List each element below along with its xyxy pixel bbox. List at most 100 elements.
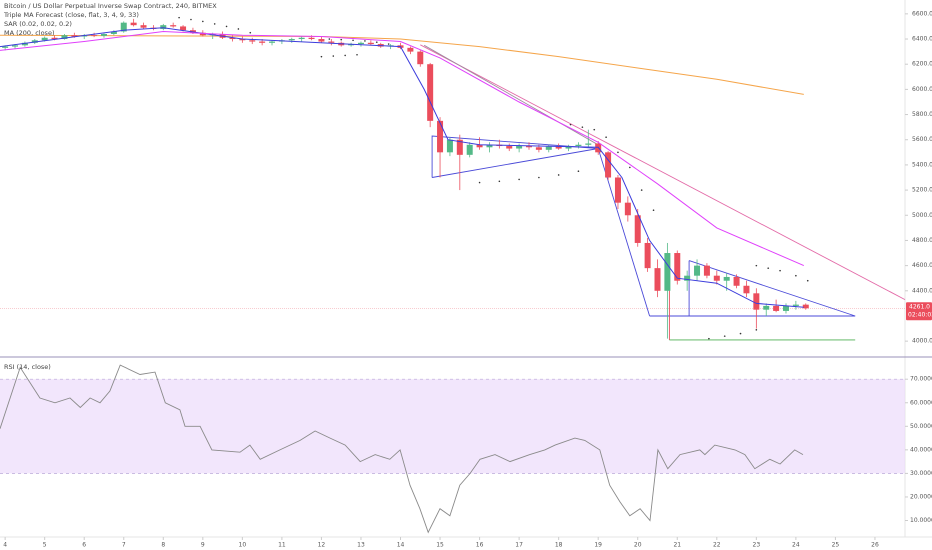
rsi-y-tick-label: 50.0000 bbox=[910, 423, 932, 430]
sar-dot bbox=[723, 335, 726, 337]
sar-dot bbox=[755, 329, 758, 331]
sar-dot bbox=[581, 126, 584, 128]
y-tick-label: 5000.0 bbox=[912, 212, 932, 219]
x-tick-label: 24 bbox=[792, 542, 800, 549]
x-tick-label: 6 bbox=[82, 542, 86, 549]
candle-body bbox=[802, 304, 809, 309]
sar-dot bbox=[605, 136, 607, 139]
candle-body bbox=[249, 40, 256, 42]
candle-body bbox=[229, 37, 236, 40]
legend-text: MA (200, close) bbox=[4, 29, 54, 37]
sar-dot bbox=[249, 31, 252, 34]
candle-body bbox=[100, 33, 107, 36]
sar-dot bbox=[190, 18, 192, 21]
candle-body bbox=[555, 146, 562, 149]
y-tick-label: 4400.0 bbox=[912, 287, 932, 294]
candle-body bbox=[318, 39, 325, 42]
y-tick-label: 5800.0 bbox=[912, 111, 932, 118]
sar-dot bbox=[795, 274, 797, 277]
sar-dot bbox=[593, 128, 596, 131]
x-tick-label: 12 bbox=[318, 542, 326, 549]
x-tick-label: 16 bbox=[476, 542, 484, 549]
sar-dot bbox=[779, 269, 781, 272]
drawing-line bbox=[420, 44, 906, 300]
x-tick-label: 19 bbox=[594, 542, 602, 549]
sar-dot bbox=[178, 16, 180, 19]
last-price-label: 4261.0 bbox=[909, 303, 930, 310]
x-tick-label: 23 bbox=[753, 542, 761, 549]
candle-body bbox=[120, 22, 127, 32]
x-tick-label: 5 bbox=[43, 542, 47, 549]
sar-dot bbox=[344, 54, 346, 57]
x-tick-label: 26 bbox=[871, 542, 879, 549]
rsi-y-tick-label: 20.0000 bbox=[910, 493, 932, 500]
rsi-y-tick-label: 60.0000 bbox=[910, 399, 932, 406]
candle-body bbox=[516, 146, 523, 149]
candle-body bbox=[545, 146, 552, 150]
candle-body bbox=[565, 146, 572, 149]
y-tick-label: 5600.0 bbox=[912, 136, 932, 143]
sar-dot bbox=[332, 55, 335, 57]
candle-body bbox=[160, 25, 167, 29]
y-tick-label: 6600.0 bbox=[912, 10, 932, 17]
sar-dot bbox=[629, 166, 631, 169]
countdown-label: 02:40:03 bbox=[908, 311, 932, 318]
x-tick-label: 21 bbox=[673, 542, 681, 549]
candle-body bbox=[298, 37, 305, 40]
sar-dot bbox=[577, 170, 580, 173]
sar-dot bbox=[364, 40, 366, 42]
x-tick-label: 10 bbox=[239, 542, 247, 549]
x-tick-label: 13 bbox=[357, 542, 365, 549]
x-tick-label: 4 bbox=[3, 542, 7, 549]
candle-body bbox=[575, 144, 582, 147]
candle-body bbox=[437, 120, 444, 153]
sar-dot bbox=[202, 20, 204, 23]
candle-body bbox=[259, 41, 266, 43]
candle-body bbox=[71, 35, 78, 37]
candle-body bbox=[41, 37, 48, 41]
legend-text: Triple MA Forecast (close, flat, 3, 4, 9… bbox=[3, 11, 139, 19]
x-tick-label: 18 bbox=[555, 542, 563, 549]
x-tick-label: 8 bbox=[161, 542, 165, 549]
sar-dot bbox=[518, 178, 520, 181]
candle-body bbox=[694, 265, 701, 276]
candle-body bbox=[466, 144, 473, 155]
sar-dot bbox=[375, 41, 378, 43]
candle-body bbox=[180, 26, 187, 31]
sar-dot bbox=[538, 176, 540, 179]
legend-text: RSI (14, close) bbox=[4, 363, 51, 371]
candle-body bbox=[140, 25, 147, 28]
candle-body bbox=[456, 139, 463, 155]
candle-body bbox=[91, 35, 98, 37]
sar-dot bbox=[498, 180, 501, 183]
candle-body bbox=[713, 275, 720, 281]
rsi-y-tick-label: 40.0000 bbox=[910, 446, 932, 453]
candle-body bbox=[170, 25, 177, 27]
sar-dot bbox=[806, 279, 809, 282]
candle-body bbox=[773, 305, 780, 311]
sar-dot bbox=[739, 332, 742, 335]
sar-dot bbox=[356, 53, 358, 56]
sar-dot bbox=[387, 43, 390, 45]
y-tick-label: 6000.0 bbox=[912, 86, 932, 93]
x-tick-label: 11 bbox=[278, 542, 286, 549]
candle-body bbox=[624, 202, 631, 216]
candle-body bbox=[763, 305, 770, 310]
x-tick-label: 9 bbox=[201, 542, 205, 549]
candle-body bbox=[328, 41, 335, 43]
candle-body bbox=[130, 22, 137, 26]
legend-text: Bitcoin / US Dollar Perpetual Inverse Sw… bbox=[4, 2, 217, 10]
candle-body bbox=[605, 152, 612, 178]
x-tick-label: 20 bbox=[634, 542, 642, 549]
x-tick-label: 17 bbox=[515, 542, 523, 549]
triple-ma-line bbox=[0, 30, 804, 267]
candle-body bbox=[743, 285, 750, 294]
candle-body bbox=[733, 276, 740, 286]
candle-body bbox=[476, 144, 483, 148]
candle-body bbox=[585, 143, 592, 145]
candle-body bbox=[506, 146, 513, 149]
sar-dot bbox=[755, 264, 758, 267]
last-price-tag bbox=[906, 302, 932, 321]
candle-body bbox=[357, 42, 364, 45]
